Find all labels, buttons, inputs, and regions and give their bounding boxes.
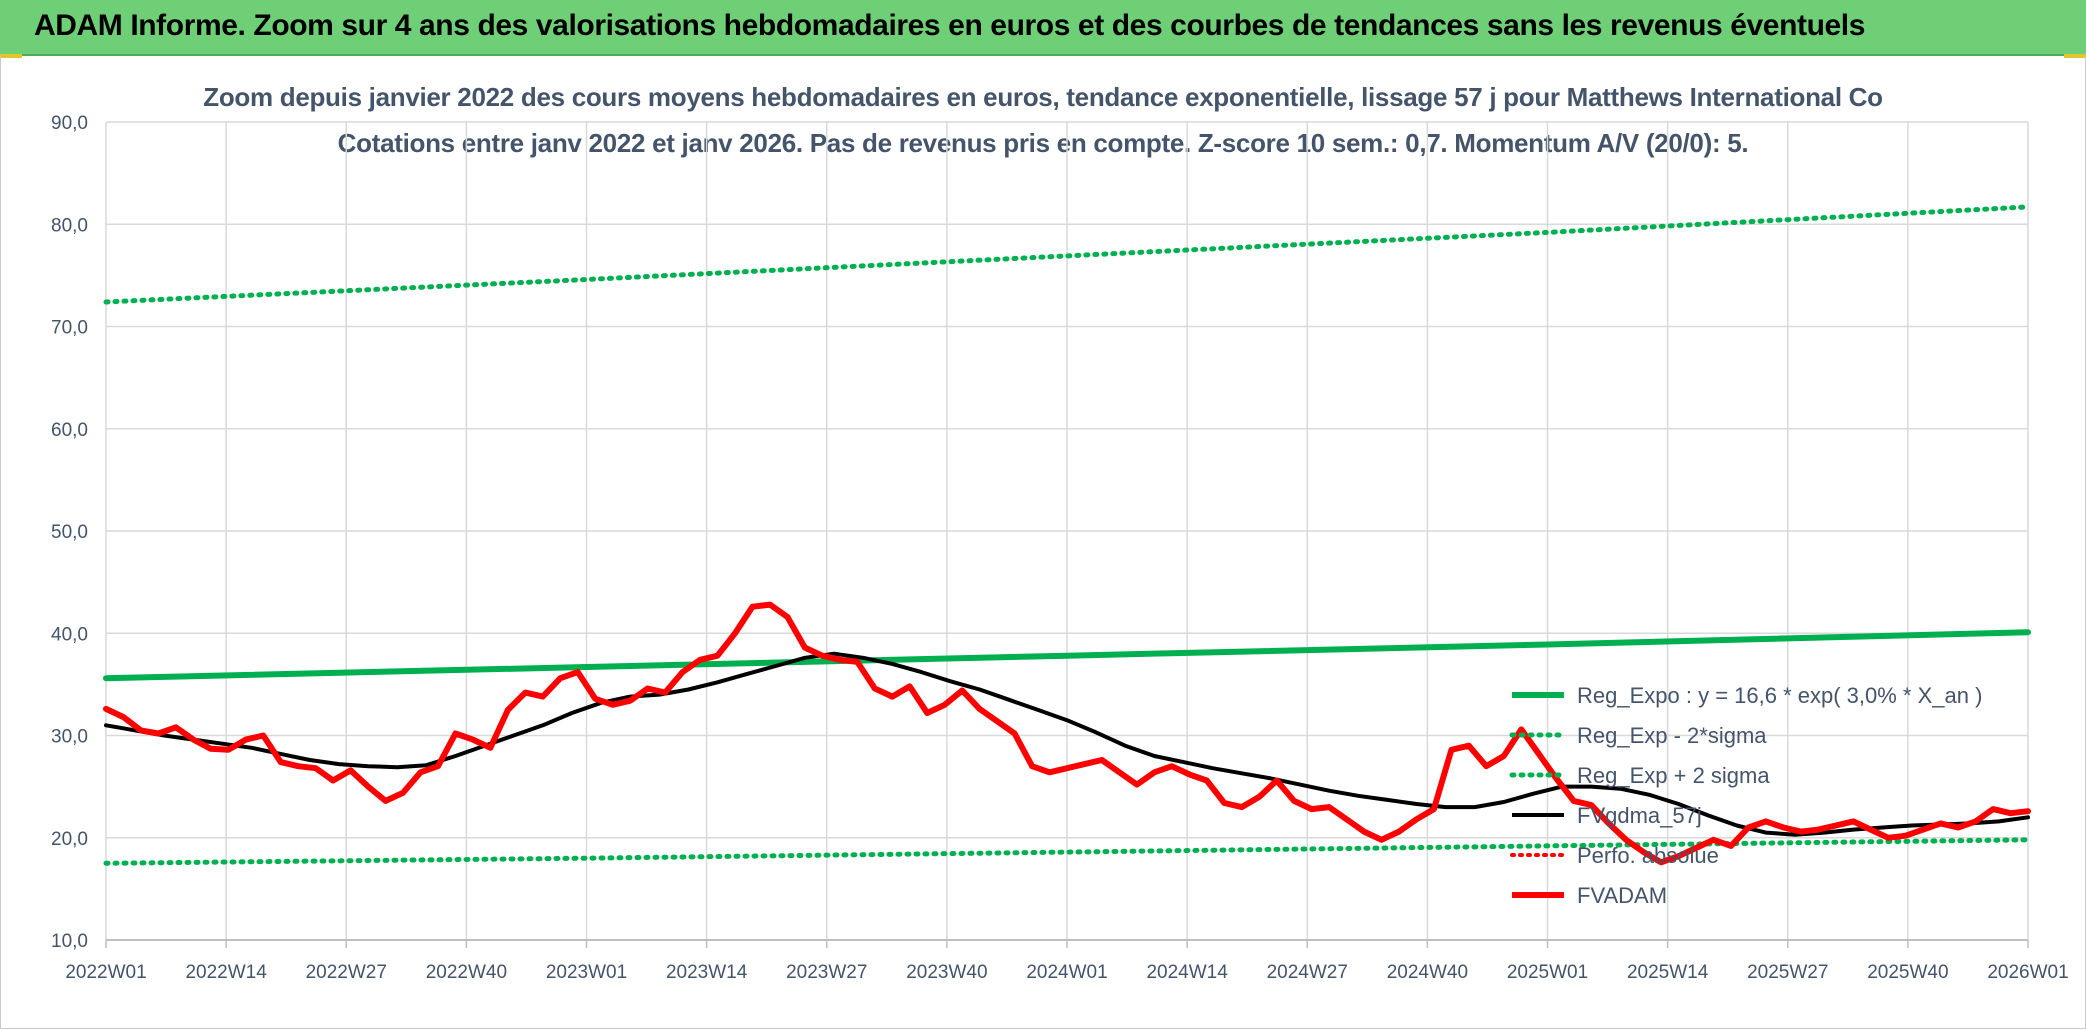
y-tick-label: 20,0 [51,829,88,850]
y-tick-label: 10,0 [51,931,88,952]
series-line-3 [104,651,2030,837]
chart-subtitle: Cotations entre janv 2022 et janv 2026. … [337,128,1749,158]
corner-mark-right [2064,54,2086,58]
legend-label: FVgdma_57j [1577,803,1702,828]
grid [105,121,2029,948]
x-tick-label: 2024W14 [1146,962,1228,983]
legend-label: Reg_Exp + 2 sigma [1577,763,1770,788]
x-tick-label: 2023W01 [546,962,627,983]
y-tick-label: 60,0 [51,420,88,441]
banner-title: ADAM Informe. Zoom sur 4 ans des valoris… [34,9,1866,42]
legend-label: Reg_Expo : y = 16,6 * exp( 3,0% * X_an ) [1577,683,1982,708]
series-line-0 [103,629,2031,682]
x-axis-ticks: 2022W01 2022W14 2022W27 2022W40 2023W01 2023W… [65,962,2068,983]
x-tick-label: 2025W40 [1867,962,1948,983]
x-tick-label: 2022W14 [185,962,267,983]
legend: Reg_Expo : y = 16,6 * exp( 3,0% * X_an )… [1509,683,1982,908]
legend-label: Reg_Exp - 2*sigma [1577,723,1767,748]
header-banner: ADAM Informe. Zoom sur 4 ans des valoris… [0,0,2086,56]
y-tick-label: 40,0 [51,624,88,645]
x-tick-label: 2025W27 [1747,962,1828,983]
x-tick-label: 2022W40 [426,962,507,983]
series-line-5 [103,601,2031,866]
legend-label: Perfo. absolue [1577,843,1719,868]
x-tick-label: 2022W27 [306,962,387,983]
x-tick-label: 2022W01 [65,962,146,983]
x-tick-label: 2025W01 [1507,962,1588,983]
y-tick-label: 30,0 [51,727,88,748]
x-tick-label: 2024W40 [1387,962,1468,983]
x-tick-label: 2023W14 [666,962,748,983]
corner-mark-left [0,54,22,58]
x-tick-label: 2026W01 [1987,962,2068,983]
y-tick-label: 70,0 [51,318,88,339]
chart-title: Zoom depuis janvier 2022 des cours moyen… [203,82,1883,112]
x-tick-label: 2024W27 [1267,962,1348,983]
series-line-2 [103,204,2031,305]
x-tick-label: 2023W40 [906,962,987,983]
y-tick-label: 50,0 [51,522,88,543]
series-lines [103,204,2031,866]
x-tick-label: 2025W14 [1627,962,1709,983]
x-tick-label: 2023W27 [786,962,867,983]
y-axis-ticks: 10,0 20,0 30,0 40,0 50,0 60,0 70,0 80,0 90,0 [51,113,88,952]
x-tick-label: 2024W01 [1026,962,1107,983]
y-tick-label: 80,0 [51,215,88,236]
y-tick-label: 90,0 [51,113,88,134]
legend-label: FVADAM [1577,883,1667,908]
